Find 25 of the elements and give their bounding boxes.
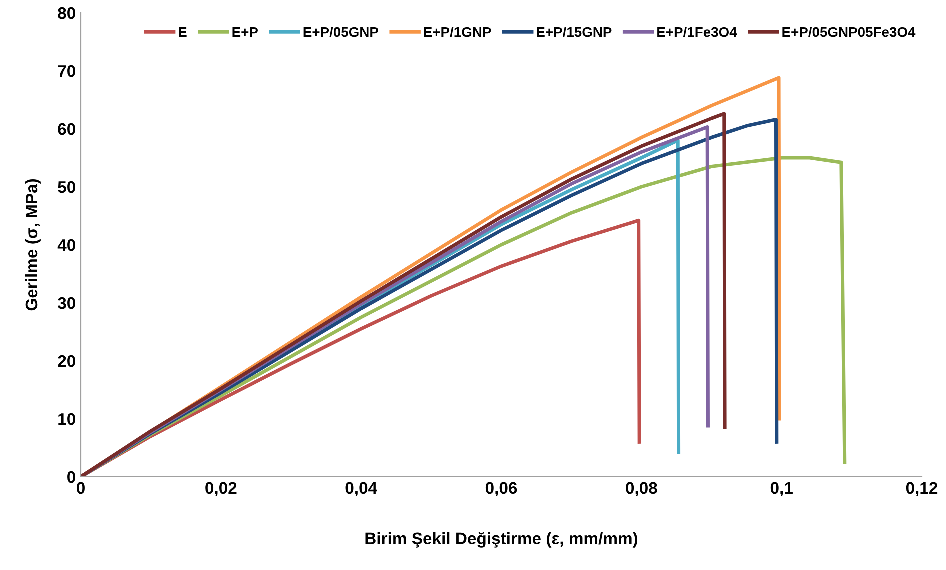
x-tick-label: 0,04	[346, 482, 378, 497]
y-tick-label: 50	[58, 181, 76, 194]
legend-label: E+P/15GNP	[537, 26, 612, 38]
y-tick-label: 30	[58, 297, 76, 310]
y-tick-label: 60	[58, 123, 76, 136]
x-tick-label: 0,1	[770, 482, 793, 497]
legend-label: E+P/05GNP	[304, 26, 378, 38]
y-tick-label: 10	[58, 413, 76, 426]
y-tick-label: 80	[58, 7, 76, 20]
legend-label: E+P/1GNP	[424, 26, 492, 38]
x-axis-title: Birim Şekil Değiştirme (ε, mm/mm)	[366, 532, 638, 548]
y-axis-title: Gerilme (σ, MPa)	[25, 179, 41, 311]
y-tick-label: 20	[58, 355, 76, 368]
y-tick-label: 0	[68, 471, 76, 484]
x-tick-label: 0,12	[906, 482, 938, 497]
y-tick-label: 70	[58, 65, 76, 78]
x-tick-label: 0	[77, 482, 85, 494]
legend-label: E	[179, 27, 187, 38]
x-tick-label: 0,02	[206, 482, 237, 497]
y-tick-label: 40	[58, 239, 76, 252]
x-tick-label: 0,08	[626, 482, 658, 497]
legend-label: E+P	[232, 27, 258, 38]
legend-label: E+P/05GNP05Fe3O4	[782, 26, 916, 38]
x-tick-label: 0,06	[486, 482, 518, 497]
legend-label: E+P/1Fe3O4	[658, 26, 738, 38]
